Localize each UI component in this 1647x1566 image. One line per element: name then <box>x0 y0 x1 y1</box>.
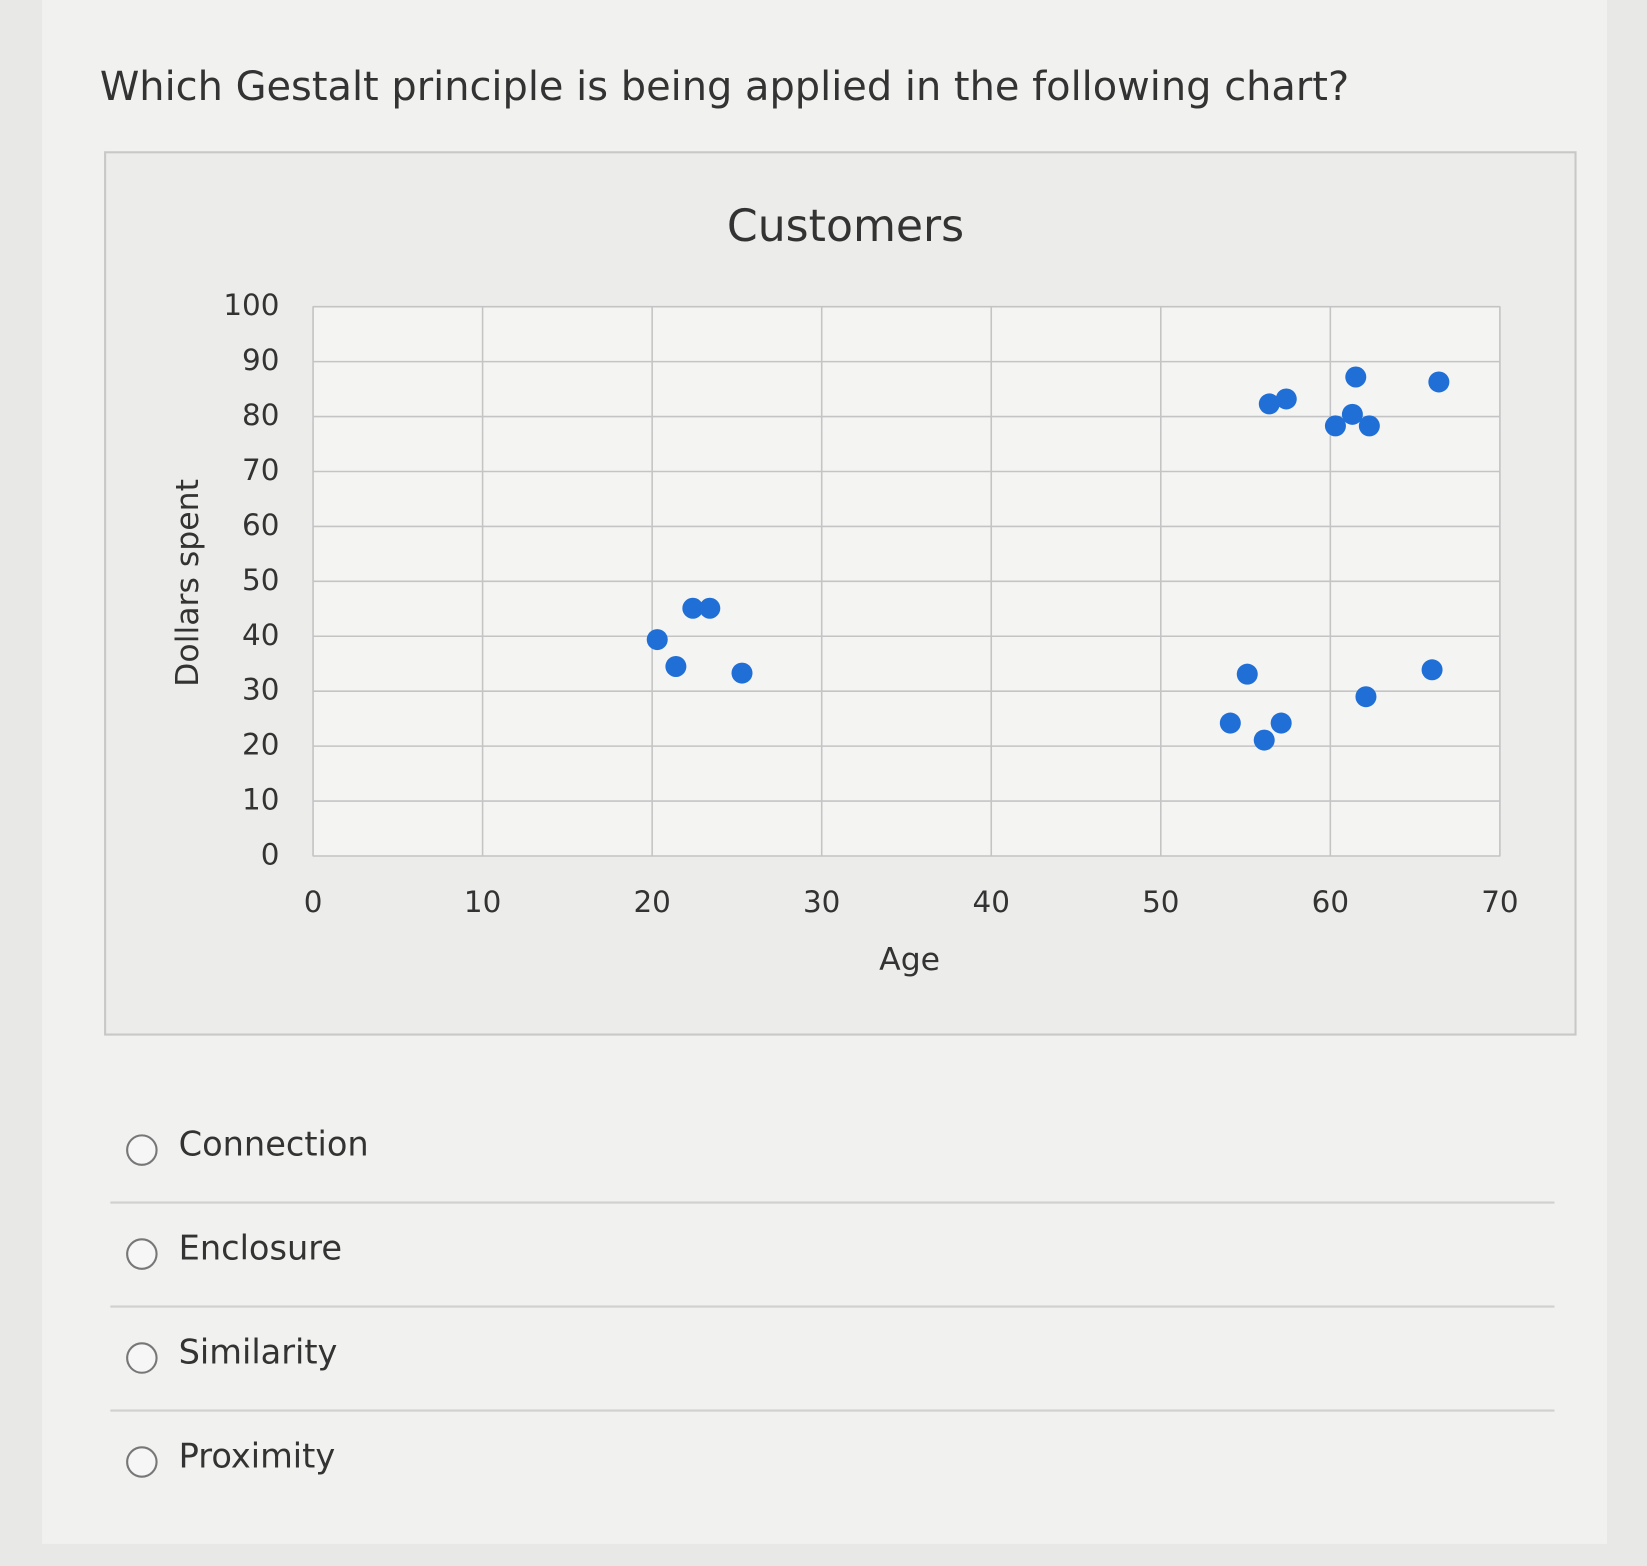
y-tick-label: 0 <box>261 837 280 871</box>
y-tick-label: 40 <box>242 618 279 652</box>
radio-button[interactable] <box>126 1342 158 1374</box>
scatter-point <box>1219 712 1241 734</box>
radio-button[interactable] <box>126 1134 158 1166</box>
x-tick-label: 0 <box>304 885 323 919</box>
scatter-point <box>1428 371 1450 393</box>
y-axis-label: Dollars spent <box>170 479 206 687</box>
x-tick-label: 50 <box>1142 885 1179 919</box>
x-axis-label: Age <box>879 942 940 978</box>
scatter-point <box>731 662 753 684</box>
chart-title: Customers <box>727 201 964 252</box>
scatter-point <box>1258 393 1280 415</box>
x-tick-label: 10 <box>464 885 501 919</box>
scatter-point <box>646 629 668 651</box>
scatter-point <box>1275 388 1297 410</box>
y-tick-label: 10 <box>242 783 279 817</box>
scatter-point <box>665 655 687 677</box>
question: Which Gestalt principle is being applied… <box>100 64 1349 110</box>
scatter-point <box>1358 415 1380 437</box>
scatter-point <box>1341 403 1363 425</box>
x-tick-label: 20 <box>633 885 670 919</box>
option-label[interactable]: Connection <box>179 1124 369 1163</box>
y-tick-label: 50 <box>242 563 279 597</box>
scatter-point <box>1253 729 1275 751</box>
scatter-point <box>1236 663 1258 685</box>
y-tick-label: 100 <box>223 288 279 322</box>
scatter-point <box>1324 415 1346 437</box>
x-tick-label: 40 <box>973 885 1010 919</box>
y-tick-label: 70 <box>242 453 279 487</box>
scatter-point <box>1270 712 1292 734</box>
x-tick-label: 70 <box>1481 885 1518 919</box>
scatter-point <box>1355 686 1377 708</box>
y-tick-label: 80 <box>242 398 279 432</box>
x-tick-label: 30 <box>803 885 840 919</box>
option-label[interactable]: Proximity <box>179 1436 336 1475</box>
x-tick-label: 60 <box>1312 885 1349 919</box>
y-tick-label: 60 <box>242 508 279 542</box>
scatter-point <box>682 597 704 619</box>
radio-button[interactable] <box>126 1238 158 1270</box>
option-label[interactable]: Similarity <box>179 1332 338 1371</box>
y-tick-label: 30 <box>242 673 279 707</box>
scatter-point <box>699 597 721 619</box>
scatter-point <box>1421 659 1443 681</box>
y-tick-label: 90 <box>242 343 279 377</box>
option-label[interactable]: Enclosure <box>179 1228 342 1267</box>
y-tick-label: 20 <box>242 728 279 762</box>
scatter-point <box>1345 366 1367 388</box>
radio-button[interactable] <box>126 1446 158 1478</box>
